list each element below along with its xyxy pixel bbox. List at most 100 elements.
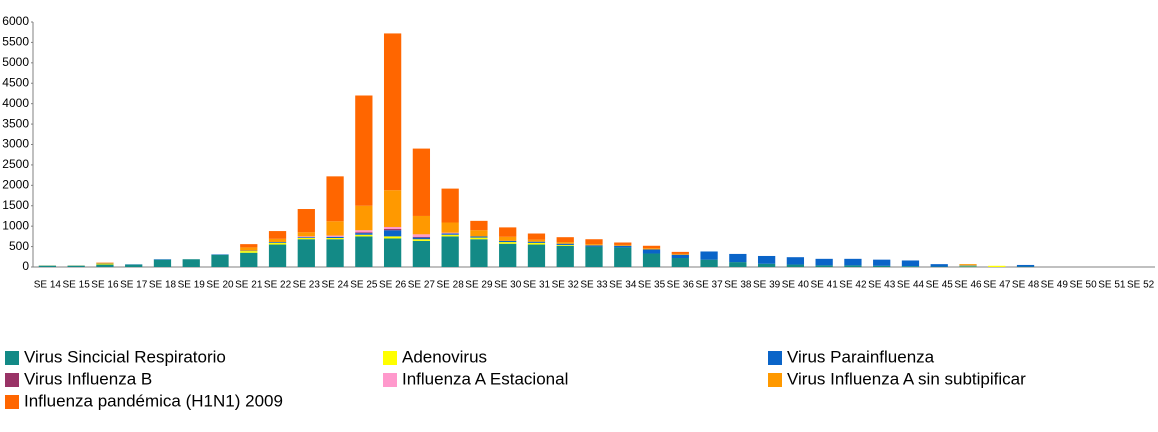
- x-tick-label: SE 26: [379, 280, 407, 291]
- bar-segment: [412, 234, 431, 237]
- bar-segment: [326, 236, 344, 239]
- x-tick-label: SE 52: [1127, 280, 1155, 291]
- bar-segment: [240, 251, 258, 253]
- bar-segment: [383, 33, 402, 191]
- x-tick-label: SE 39: [753, 280, 781, 291]
- x-tick-label: SE 21: [235, 280, 263, 291]
- bar-segment: [671, 253, 689, 255]
- bar-segment: [383, 238, 402, 267]
- x-tick-label: SE 29: [465, 280, 493, 291]
- x-tick-label: SE 36: [667, 280, 695, 291]
- bar-segment: [268, 242, 287, 243]
- x-tick-label: SE 28: [437, 280, 465, 291]
- bar-segment: [614, 242, 632, 245]
- x-tick-label: SE 44: [897, 280, 925, 291]
- bar-segment: [297, 209, 315, 233]
- bar-segment: [901, 266, 920, 267]
- bar-segment: [642, 249, 661, 254]
- bar-segment: [700, 259, 718, 267]
- bar-segment: [355, 205, 373, 231]
- legend-label: Virus Parainfluenza: [787, 347, 935, 366]
- bar-segment: [125, 264, 143, 267]
- bar-segment: [499, 240, 517, 243]
- bar-segment: [642, 253, 661, 267]
- bar-segment: [527, 233, 546, 240]
- bar-segment: [786, 264, 805, 267]
- x-tick-label: SE 40: [782, 280, 810, 291]
- bar-segment: [96, 263, 114, 265]
- legend-swatch: [5, 373, 19, 387]
- bar-segment: [959, 266, 977, 267]
- bar-segment: [585, 245, 603, 247]
- bar-segment: [815, 258, 833, 266]
- bar-segment: [700, 251, 718, 260]
- x-tick-label: SE 31: [523, 280, 551, 291]
- y-tick-label: 2500: [2, 157, 29, 171]
- x-tick-label: SE 45: [926, 280, 954, 291]
- x-tick-label: SE 19: [178, 280, 206, 291]
- bar-segment: [355, 233, 373, 235]
- bar-segment: [499, 236, 517, 241]
- bar-segment: [355, 232, 373, 234]
- y-tick-label: 5000: [2, 55, 29, 69]
- x-tick-label: SE 46: [954, 280, 982, 291]
- bar-segment: [211, 254, 229, 267]
- bar-segment: [383, 230, 402, 237]
- legend-label: Virus Influenza A sin subtipificar: [787, 369, 1026, 388]
- bar-segment: [355, 234, 373, 237]
- bar-segment: [268, 238, 287, 243]
- bar-segment: [412, 240, 431, 267]
- bar-segment: [412, 215, 431, 235]
- bar-segment: [527, 242, 546, 245]
- y-tick-label: 4500: [2, 75, 29, 89]
- bar-segment: [786, 257, 805, 265]
- bar-segment: [671, 251, 689, 254]
- bar-segment: [38, 265, 57, 267]
- bar-segment: [383, 190, 402, 227]
- y-tick-label: 4000: [2, 96, 29, 110]
- bar-segment: [642, 248, 661, 250]
- y-tick-label: 500: [9, 239, 29, 253]
- legend-swatch: [768, 373, 782, 387]
- bar-segment: [470, 230, 488, 237]
- bar-segment: [441, 233, 459, 235]
- bar-segment: [412, 239, 431, 241]
- bar-segment: [614, 245, 632, 248]
- x-tick-label: SE 48: [1012, 280, 1040, 291]
- bar-segment: [614, 244, 632, 246]
- bar-segment: [268, 244, 287, 267]
- bar-segment: [671, 254, 689, 259]
- bar-segment: [268, 231, 287, 239]
- y-tick-label: 0: [22, 259, 29, 273]
- bar-segment: [470, 220, 488, 231]
- bar-segment: [441, 232, 459, 234]
- bar-segment: [671, 258, 689, 267]
- x-tick-label: SE 37: [695, 280, 723, 291]
- bar-segment: [729, 262, 747, 267]
- x-tick-label: SE 15: [63, 280, 91, 291]
- x-tick-label: SE 43: [868, 280, 896, 291]
- x-tick-label: SE 30: [494, 280, 522, 291]
- x-tick-label: SE 17: [120, 280, 148, 291]
- legend-swatch: [383, 351, 397, 365]
- bar-segment: [297, 232, 315, 237]
- x-tick-label: SE 22: [264, 280, 292, 291]
- bar-segment: [470, 236, 488, 238]
- x-tick-label: SE 35: [638, 280, 666, 291]
- bar-segment: [556, 243, 574, 245]
- bar-segment: [326, 176, 344, 222]
- bar-segment: [556, 244, 574, 246]
- x-tick-label: SE 49: [1041, 280, 1069, 291]
- bar-segment: [240, 252, 258, 267]
- bar-segment: [412, 237, 431, 240]
- bar-segment: [844, 258, 862, 266]
- bar-segment: [844, 265, 862, 267]
- bar-segment: [412, 148, 431, 216]
- legend-swatch: [5, 395, 19, 409]
- bar-segment: [527, 244, 546, 267]
- x-tick-label: SE 38: [724, 280, 752, 291]
- bar-segment: [297, 239, 315, 267]
- x-tick-label: SE 25: [350, 280, 378, 291]
- bar-segment: [297, 237, 315, 239]
- legend-swatch: [383, 373, 397, 387]
